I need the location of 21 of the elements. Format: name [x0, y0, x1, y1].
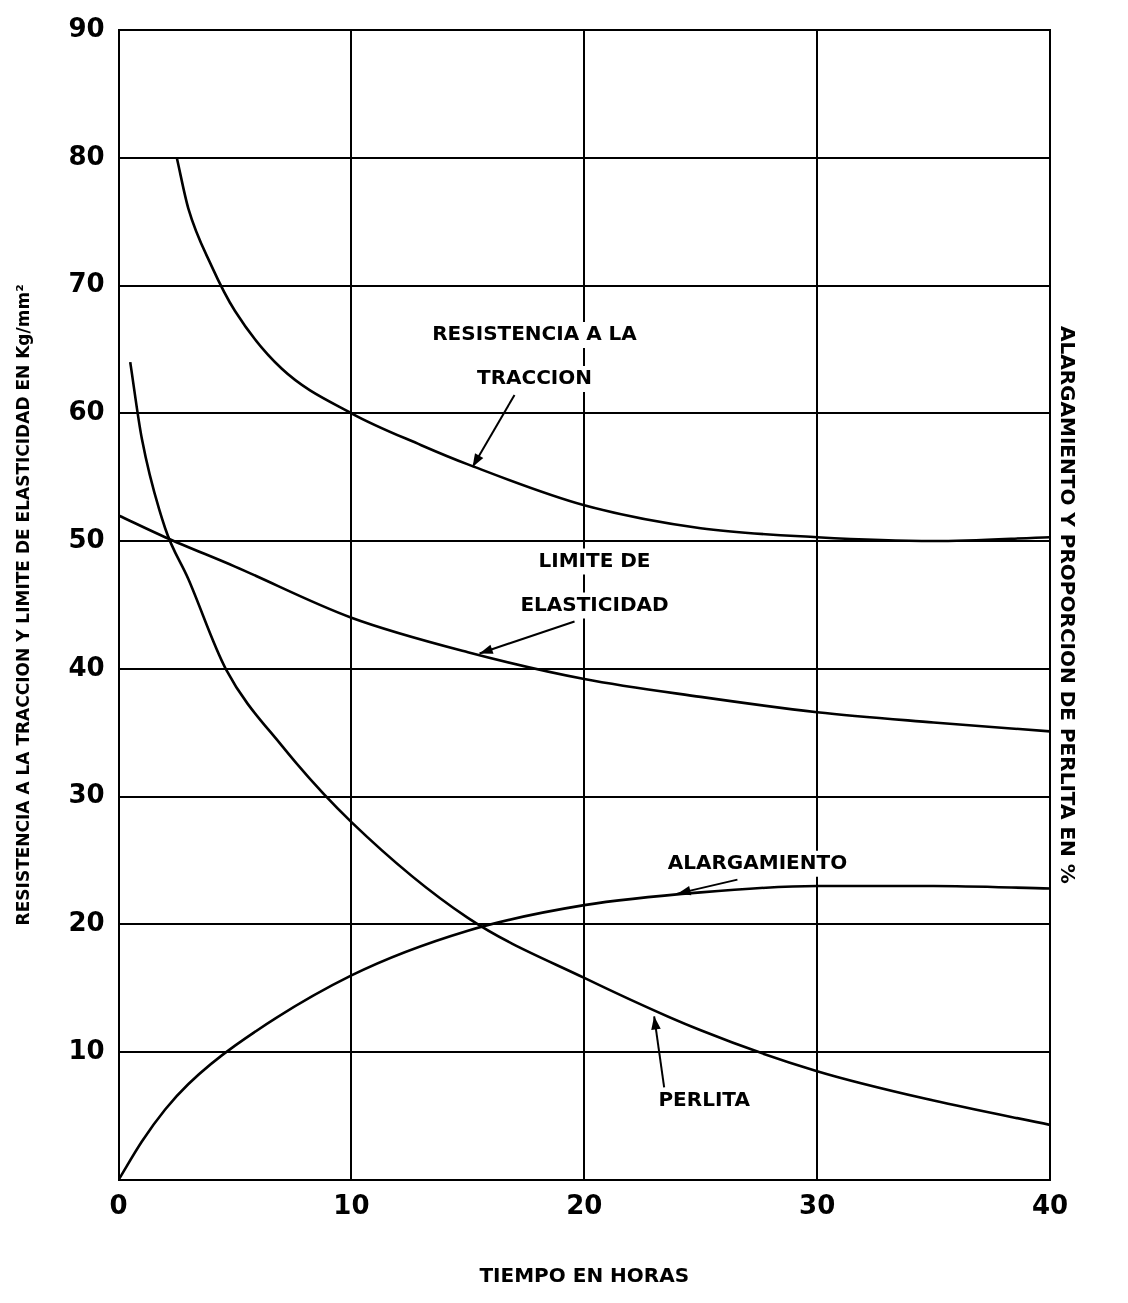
x-tick-label: 40 [1031, 1190, 1069, 1221]
y2-axis-title: ALARGAMIENTO Y PROPORCION DE PERLITA EN % [1055, 325, 1080, 884]
y-tick-label: 90 [68, 12, 105, 43]
y-tick-label: 20 [68, 907, 105, 938]
x-tick-label: 0 [109, 1190, 128, 1221]
annotation: RESISTENCIA A LA TRACCION [432, 321, 638, 390]
y-tick-label: 40 [68, 651, 105, 682]
y-tick-label: 80 [68, 140, 105, 171]
y-tick-label: 60 [68, 396, 105, 427]
y-tick-label: 50 [68, 523, 105, 554]
annotation: PERLITA [658, 1087, 751, 1112]
y-tick-label: 10 [68, 1034, 105, 1065]
y-axis-title: RESISTENCIA A LA TRACCION Y LIMITE DE ELASTICIDAD EN Kg/mm² [12, 284, 33, 926]
annotation: ALARGAMIENTO [667, 849, 848, 874]
annotation: LIMITE DE ELASTICIDAD [520, 547, 669, 616]
x-tick-label: 30 [799, 1190, 836, 1221]
x-tick-label: 20 [566, 1190, 603, 1221]
x-tick-label: 10 [333, 1190, 370, 1221]
y-tick-label: 30 [68, 779, 105, 810]
y-tick-label: 70 [68, 268, 105, 299]
x-axis-title: TIEMPO EN HORAS [479, 1263, 690, 1288]
